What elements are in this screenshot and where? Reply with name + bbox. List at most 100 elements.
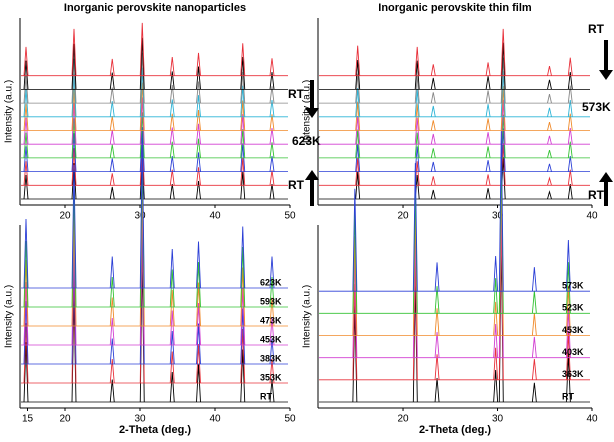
diffraction-peak [547, 79, 552, 90]
diffraction-peak [240, 308, 246, 365]
diffraction-peak [23, 117, 29, 145]
diffraction-peak [169, 169, 175, 186]
series-label: 453K [260, 334, 282, 344]
diffraction-peak [109, 173, 115, 186]
diffraction-peak [547, 107, 552, 117]
diffraction-peak [169, 85, 175, 104]
y-axis-label: Intensity (a.u.) [302, 80, 313, 143]
x-axis-label: 2-Theta (deg.) [419, 424, 491, 436]
series-label: 523K [562, 303, 584, 313]
diffraction-peak [355, 101, 361, 131]
diffraction-peak [169, 127, 175, 145]
diffraction-peak [565, 308, 571, 358]
series-label: 473K [260, 315, 282, 325]
diffraction-peak [109, 297, 115, 327]
series-label: RT [562, 391, 574, 401]
diffraction-peak [240, 100, 246, 131]
x-tick-label: 40 [209, 414, 221, 425]
diffraction-peak [23, 322, 29, 384]
diffraction-peak [109, 58, 115, 76]
diffraction-peak [23, 341, 29, 403]
diffraction-peak [430, 161, 436, 172]
diffraction-peak [169, 141, 175, 158]
diffraction-peak [493, 278, 499, 314]
diffraction-peak [109, 87, 115, 104]
diffraction-peak [240, 246, 246, 308]
diffraction-peak [485, 90, 491, 104]
diffraction-peak [109, 158, 115, 172]
diffraction-peak [485, 118, 491, 131]
x-tick-label: 30 [492, 211, 504, 222]
diffraction-peak [430, 120, 436, 131]
series-label: 403K [562, 347, 584, 357]
diffraction-peak [240, 328, 246, 384]
diffraction-peak [109, 116, 115, 131]
diffraction-peak [71, 162, 77, 200]
diffraction-peak [269, 276, 275, 308]
diffraction-peak [169, 57, 175, 76]
diffraction-peak [567, 183, 573, 200]
diffraction-peak [567, 127, 573, 145]
diffraction-peak [23, 60, 29, 90]
x-tick-label: 30 [134, 211, 146, 222]
diffraction-peak [485, 160, 491, 172]
diffraction-peak [547, 66, 552, 76]
diffraction-peak [71, 58, 77, 104]
diffraction-peak [269, 58, 275, 76]
diffraction-peak [531, 358, 537, 380]
y-axis-label: Intensity (a.u.) [4, 285, 15, 348]
diffraction-peak [196, 261, 201, 308]
x-tick-label: 50 [284, 414, 296, 425]
annotation: RT [588, 188, 605, 202]
diffraction-peak [430, 189, 436, 200]
diffraction-peak [414, 117, 420, 145]
diffraction-peak [355, 73, 361, 104]
diffraction-peak [531, 382, 537, 403]
diffraction-peak [355, 115, 361, 145]
diffraction-peak [23, 146, 29, 172]
diffraction-peak [355, 59, 361, 90]
diffraction-peak [240, 129, 246, 158]
diffraction-peak [109, 144, 115, 158]
series-label: 453K [562, 325, 584, 335]
x-tick-label: 30 [134, 414, 146, 425]
diffraction-peak [498, 131, 504, 292]
diffraction-peak [23, 281, 29, 346]
diffraction-peak [196, 167, 201, 186]
series-label: 593K [260, 296, 282, 306]
diffraction-peak [547, 149, 552, 159]
diffraction-peak [196, 52, 201, 76]
diffraction-peak [547, 190, 552, 200]
diffraction-peak [567, 99, 573, 117]
diffraction-peak [23, 259, 29, 327]
diffraction-peak [565, 239, 571, 292]
diffraction-peak [196, 81, 201, 104]
diffraction-peak [23, 46, 29, 76]
diffraction-peak [71, 133, 77, 172]
x-tick-label: 50 [284, 211, 296, 222]
diffraction-peak [269, 317, 275, 346]
diffraction-peak [240, 114, 246, 145]
diffraction-peak [23, 104, 29, 131]
diffraction-peak [139, 52, 145, 104]
diffraction-peak [531, 313, 537, 336]
series-label: RT [260, 391, 272, 401]
diffraction-peak [493, 369, 499, 403]
diffraction-peak [412, 163, 418, 292]
x-tick-label: 20 [59, 414, 71, 425]
diffraction-peak [355, 45, 361, 76]
diffraction-peak [355, 87, 361, 117]
diffraction-peak [567, 141, 573, 158]
diffraction-peak [352, 188, 358, 292]
diffraction-peak [196, 123, 201, 145]
diffraction-peak [269, 170, 275, 186]
diffraction-peak [565, 353, 571, 403]
diffraction-peak [240, 56, 246, 90]
diffraction-peak [169, 310, 175, 346]
diffraction-peak [269, 86, 275, 104]
diffraction-peak [355, 129, 361, 158]
x-tick-label: 40 [586, 211, 598, 222]
diffraction-peak [414, 146, 420, 172]
diffraction-peak [269, 338, 275, 365]
